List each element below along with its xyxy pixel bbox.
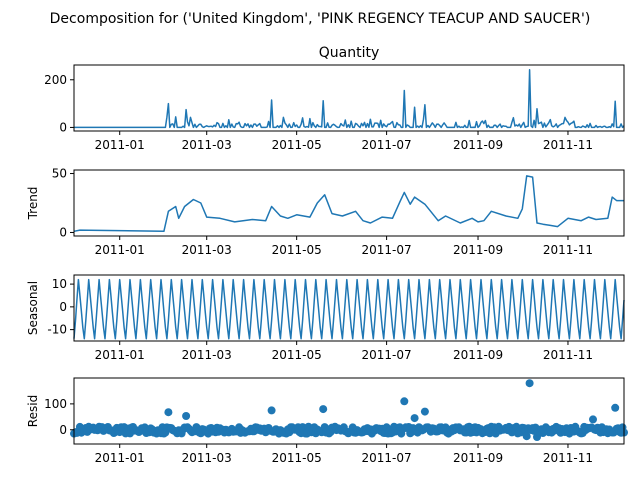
resid-point bbox=[164, 408, 173, 417]
axes-frame bbox=[73, 377, 625, 445]
x-tick-label: 2011-07 bbox=[362, 243, 412, 257]
resid-point bbox=[420, 407, 429, 416]
x-tick-label: 2011-03 bbox=[182, 138, 232, 152]
x-tick-label: 2011-11 bbox=[543, 348, 593, 362]
panel-3: Seasonal -10 0 10 2011-01 2011-03 2011-05 2011-… bbox=[26, 274, 625, 362]
resid-point bbox=[589, 415, 597, 424]
resid-point bbox=[522, 432, 531, 441]
x-tick-label: 2011-05 bbox=[272, 451, 322, 465]
x-tick-label: 2011-01 bbox=[95, 348, 145, 362]
axes-frame bbox=[73, 274, 625, 342]
x-tick-label: 2011-11 bbox=[543, 138, 593, 152]
axes-frame bbox=[73, 169, 625, 237]
y-tick-label: 0 bbox=[59, 423, 67, 437]
y-tick-label: 0 bbox=[59, 120, 67, 134]
x-tick-label: 2011-07 bbox=[362, 138, 412, 152]
resid-point bbox=[611, 403, 620, 412]
resid-point bbox=[400, 397, 409, 406]
series-line bbox=[73, 278, 625, 340]
x-tick-label: 2011-03 bbox=[182, 451, 232, 465]
y-tick-label: 100 bbox=[44, 397, 67, 411]
figure-title: Decomposition for ('United Kingdom', 'PI… bbox=[50, 11, 591, 27]
resid-point bbox=[319, 405, 328, 414]
series-line bbox=[73, 175, 624, 233]
x-tick-label: 2011-09 bbox=[453, 348, 503, 362]
y-tick-label: 0 bbox=[59, 300, 67, 314]
x-tick-label: 2011-05 bbox=[272, 243, 322, 257]
x-tick-label: 2011-01 bbox=[95, 451, 145, 465]
resid-point bbox=[410, 414, 419, 423]
y-tick-label: 10 bbox=[52, 277, 67, 291]
panel-1: Quantity 0 200 2011-01 2011-03 2011-05 2011-07… bbox=[44, 45, 625, 152]
y-axis-label: Trend bbox=[26, 187, 40, 221]
x-tick-label: 2011-07 bbox=[362, 451, 412, 465]
resid-point bbox=[182, 412, 191, 420]
x-tick-label: 2011-07 bbox=[362, 348, 412, 362]
y-axis-label: Seasonal bbox=[26, 281, 40, 335]
x-tick-label: 2011-01 bbox=[95, 138, 145, 152]
x-tick-label: 2011-09 bbox=[453, 138, 503, 152]
x-tick-label: 2011-03 bbox=[182, 243, 232, 257]
series-line bbox=[74, 69, 625, 129]
x-tick-label: 2011-05 bbox=[272, 348, 322, 362]
x-tick-label: 2011-03 bbox=[182, 348, 232, 362]
panel-4: Resid 0 100 2011-01 2011-03 2011-05 2011-07 201… bbox=[26, 377, 628, 465]
resid-point bbox=[525, 379, 534, 388]
y-tick-label: 200 bbox=[44, 73, 67, 87]
x-tick-label: 2011-05 bbox=[272, 138, 322, 152]
axes-frame bbox=[73, 64, 625, 132]
x-tick-label: 2011-11 bbox=[543, 243, 593, 257]
y-axis-label: Resid bbox=[26, 395, 40, 427]
y-tick-label: 0 bbox=[59, 225, 67, 239]
panel-2: Trend 0 50 2011-01 2011-03 2011-05 2011-07 2011… bbox=[26, 167, 625, 257]
x-tick-label: 2011-09 bbox=[453, 451, 503, 465]
resid-point bbox=[267, 406, 276, 415]
x-tick-label: 2011-09 bbox=[453, 243, 503, 257]
x-tick-label: 2011-11 bbox=[543, 451, 593, 465]
y-tick-label: -10 bbox=[47, 323, 67, 337]
y-tick-label: 50 bbox=[52, 167, 67, 181]
x-tick-label: 2011-01 bbox=[95, 243, 145, 257]
panel-title: Quantity bbox=[319, 45, 380, 61]
